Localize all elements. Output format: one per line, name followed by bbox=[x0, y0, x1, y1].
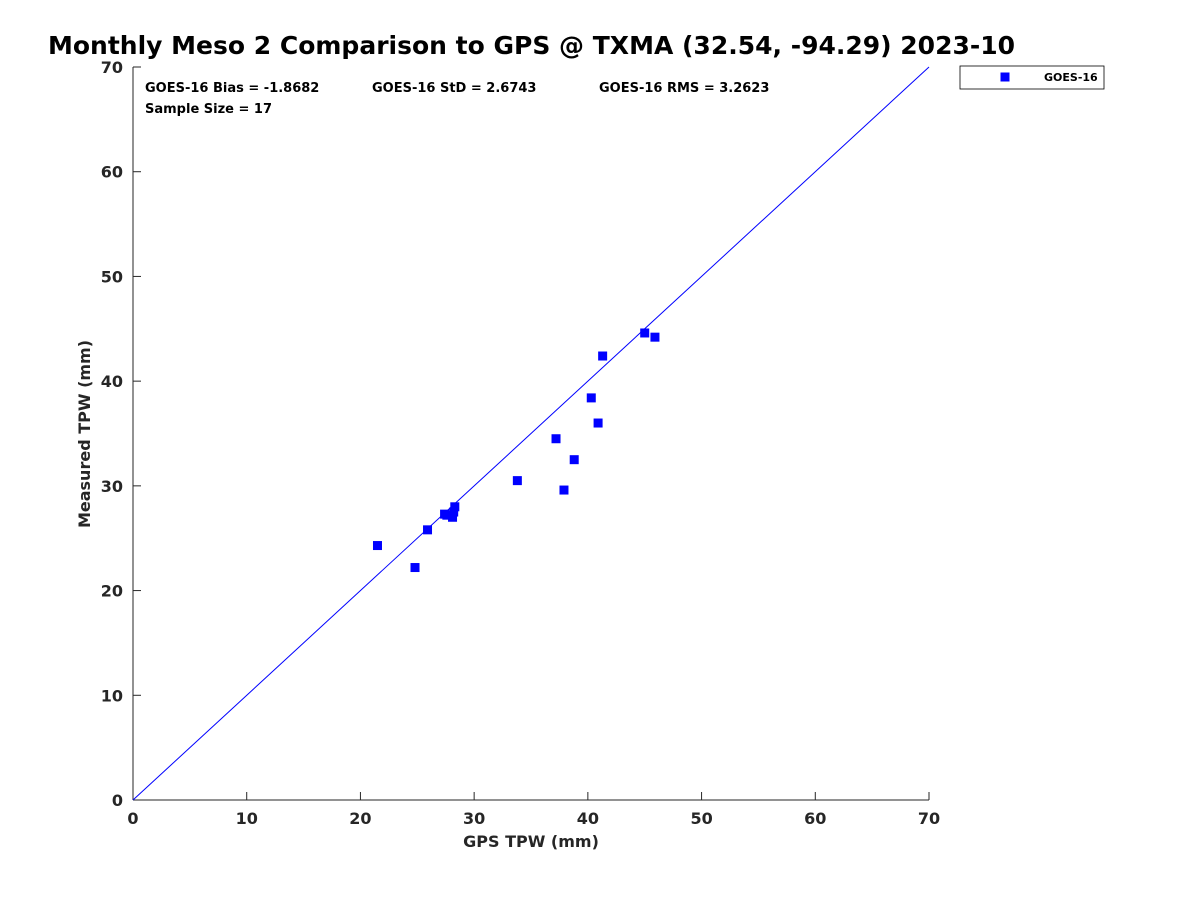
y-tick-label: 10 bbox=[101, 686, 123, 705]
data-point bbox=[640, 328, 650, 338]
x-axis-label: GPS TPW (mm) bbox=[463, 832, 599, 851]
legend-marker bbox=[1000, 72, 1010, 82]
legend-box bbox=[959, 65, 1105, 90]
x-tick-label: 10 bbox=[236, 809, 258, 828]
data-point bbox=[586, 393, 596, 403]
data-point bbox=[593, 418, 603, 428]
std-stat: GOES-16 StD = 2.6743 bbox=[372, 81, 536, 96]
data-point bbox=[410, 563, 420, 573]
x-tick-label: 30 bbox=[463, 809, 485, 828]
bias-stat: GOES-16 Bias = -1.8682 bbox=[145, 81, 319, 96]
y-tick-label: 50 bbox=[101, 267, 123, 286]
data-point bbox=[449, 507, 459, 517]
y-tick-label: 70 bbox=[101, 58, 123, 77]
legend: GOES-16 bbox=[959, 65, 1105, 90]
data-point bbox=[423, 525, 433, 535]
rms-stat: GOES-16 RMS = 3.2623 bbox=[599, 81, 769, 96]
x-tick-label: 50 bbox=[690, 809, 712, 828]
y-tick-label: 20 bbox=[101, 582, 123, 601]
y-tick-label: 60 bbox=[101, 163, 123, 182]
data-point bbox=[598, 351, 608, 361]
data-point bbox=[569, 455, 579, 465]
y-axis-label: Measured TPW (mm) bbox=[75, 340, 94, 528]
x-tick-label: 70 bbox=[918, 809, 940, 828]
data-point bbox=[450, 502, 460, 512]
data-point bbox=[512, 476, 522, 486]
data-point bbox=[448, 512, 458, 522]
y-tick-label: 0 bbox=[112, 791, 123, 810]
legend-label: GOES-16 bbox=[1044, 71, 1098, 84]
x-tick-label: 20 bbox=[349, 809, 371, 828]
one-to-one-line bbox=[132, 66, 930, 801]
data-point bbox=[551, 434, 561, 444]
y-tick-label: 40 bbox=[101, 372, 123, 391]
data-point bbox=[442, 510, 452, 520]
data-point bbox=[372, 541, 382, 551]
chart-title: Monthly Meso 2 Comparison to GPS @ TXMA … bbox=[48, 31, 1015, 60]
x-tick-label: 40 bbox=[577, 809, 599, 828]
data-point bbox=[559, 485, 569, 495]
sample-size-stat: Sample Size = 17 bbox=[145, 102, 272, 117]
data-point bbox=[650, 332, 660, 342]
y-tick-label: 30 bbox=[101, 477, 123, 496]
x-tick-label: 60 bbox=[804, 809, 826, 828]
plot-area: 0 10 20 30 40 50 60 70 0 10 20 30 40 50 60 70 bbox=[101, 58, 940, 828]
x-tick-label: 0 bbox=[127, 809, 138, 828]
